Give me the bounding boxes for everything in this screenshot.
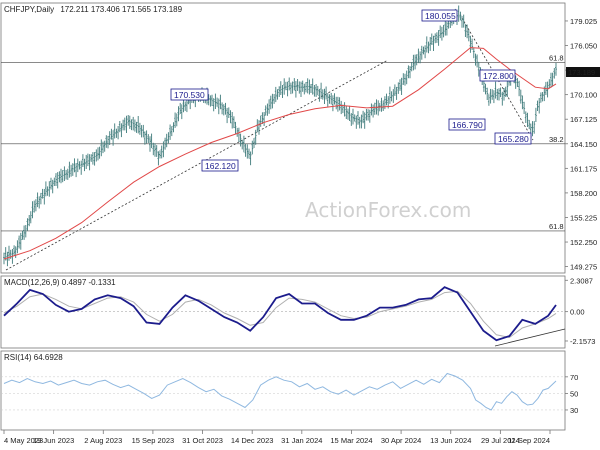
date-tick-label: 15 Mar 2024 (330, 436, 372, 445)
price-tick-label: 149.275 (570, 263, 597, 272)
date-tick-label: 19 Jun 2023 (33, 436, 74, 445)
watermark: ActionForex.com (305, 198, 471, 222)
price-tick-label: 155.225 (570, 213, 597, 222)
annotation-label: 172.800 (483, 71, 514, 81)
date-tick-label: 14 Dec 2023 (231, 436, 274, 445)
date-tick-label: 31 Jan 2024 (281, 436, 322, 445)
price-tick-label: 161.175 (570, 164, 597, 173)
date-tick-label: 30 Apr 2024 (381, 436, 421, 445)
moving-average-line (3, 47, 557, 260)
annotation-label: 170.530 (174, 90, 205, 100)
date-tick-label: 2 Aug 2023 (84, 436, 122, 445)
annotation-172-800: 172.800 (479, 69, 516, 82)
macd-signal-line (3, 290, 557, 339)
rsi-title: RSI(14) 64.6928 (4, 353, 63, 362)
date-tick-label: 4 May 2023 (4, 436, 43, 445)
macd-tick-label: 2.3087 (570, 276, 593, 285)
annotation-label: 162.120 (205, 161, 236, 171)
price-panel-frame (0, 2, 566, 274)
fib-level-label: 61.8 (549, 53, 564, 62)
price-bars (3, 5, 557, 267)
fib-level-label: 38.2 (549, 135, 564, 144)
rsi-tick-label: 30 (570, 406, 578, 415)
annotation-170-530: 170.530 (170, 88, 209, 101)
macd-line (3, 286, 557, 342)
symbol-title: CHFJPY,Daily 172.211 173.406 171.565 173… (4, 5, 183, 14)
rising-trendline (5, 59, 389, 271)
rsi-axis-ticks: 70 50 30 (1, 373, 578, 415)
rsi-tick-label: 70 (570, 373, 578, 382)
annotation-165-280: 165.280 (494, 132, 532, 145)
current-price-label: 173.189 (568, 68, 595, 77)
fib-level-label: 61.8 (549, 222, 564, 231)
price-tick-label: 170.100 (570, 91, 597, 100)
date-tick-label: 15 Sep 2023 (132, 436, 175, 445)
price-tick-label: 176.050 (570, 42, 597, 51)
date-tick-label: 11 Sep 2024 (508, 436, 550, 445)
rsi-line (3, 372, 557, 411)
current-price-tag (566, 67, 600, 77)
annotation-label: 166.790 (452, 120, 483, 130)
rsi-tick-label: 50 (570, 389, 578, 398)
macd-title: MACD(12,26,9) 0.4897 -0.1331 (4, 278, 116, 287)
price-tick-label: 158.200 (570, 189, 597, 198)
date-tick-label: 13 Jun 2024 (430, 436, 471, 445)
macd-tick-label: 0.00 (570, 308, 585, 317)
annotation-166-790: 166.790 (448, 118, 486, 131)
annotation-180-055: 180.055 (421, 9, 458, 22)
price-tick-label: 164.150 (570, 140, 597, 149)
macd-axis-ticks: 2.3087 0.00 -2.1573 (565, 276, 595, 346)
date-tick-label: 31 Oct 2023 (182, 436, 223, 445)
annotation-162-120: 162.120 (201, 159, 239, 172)
rsi-panel-frame (0, 350, 566, 431)
annotation-label: 165.280 (498, 134, 529, 144)
price-tick-label: 167.125 (570, 115, 597, 124)
macd-tick-label: -2.1573 (570, 337, 595, 346)
date-tick-label: 29 Jul 2024 (481, 436, 520, 445)
macd-divergence-line (494, 328, 566, 347)
price-tick-label: 152.250 (570, 238, 597, 247)
annotation-label: 180.055 (425, 11, 456, 21)
price-tick-label: 179.025 (570, 17, 597, 26)
falling-trendline (461, 17, 534, 141)
fibonacci-levels: 61.8 38.2 61.8 (1, 53, 565, 232)
